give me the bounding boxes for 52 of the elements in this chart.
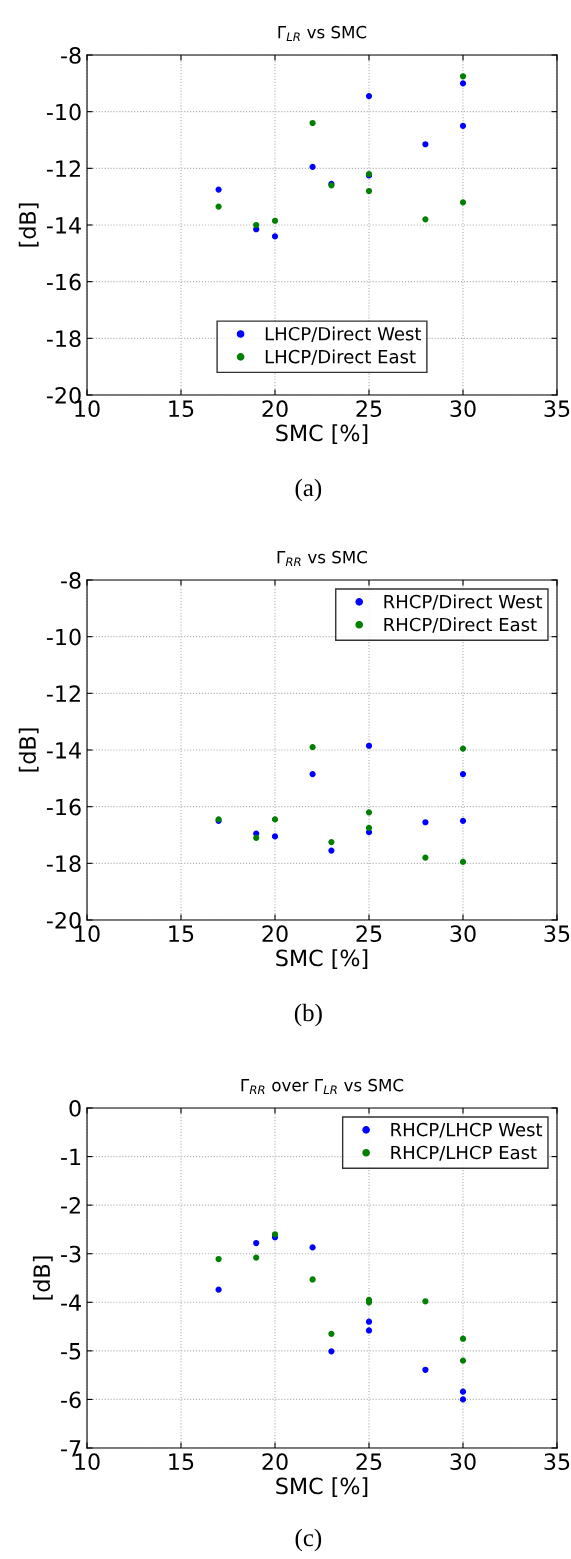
legend-label: LHCP/Direct East xyxy=(265,349,416,365)
y-tick-label: -2 xyxy=(61,1197,80,1214)
y-tick-label: -10 xyxy=(46,103,81,121)
y-tick-label: -4 xyxy=(61,1294,81,1311)
y-tick-label: -8 xyxy=(61,571,81,589)
x-tick-label: 30 xyxy=(450,1453,476,1471)
x-axis-title: SMC [%] xyxy=(276,424,368,444)
x-axis-title: SMC [%] xyxy=(276,949,368,969)
x-tick-label: 35 xyxy=(544,1453,570,1471)
text: (a) xyxy=(295,478,322,502)
y-tick-label: -1 xyxy=(61,1148,81,1166)
y-tick-label: -12 xyxy=(46,160,80,177)
legend-label: RHCP/Direct East xyxy=(384,617,537,633)
x-tick-label: 25 xyxy=(356,925,382,943)
legend-label: LHCP/Direct West xyxy=(265,326,422,342)
chart-title: Γ$_{RR}$ vs SMC xyxy=(277,550,367,566)
x-tick-label: 15 xyxy=(169,925,194,943)
chart-title: Γ$_{LR}$ vs SMC xyxy=(278,25,367,41)
x-tick-label: 20 xyxy=(262,1453,288,1471)
x-tick-label: 35 xyxy=(544,925,570,943)
x-tick-label: 30 xyxy=(450,400,476,418)
x-tick-label: 30 xyxy=(450,925,476,943)
y-axis-title: [dB] xyxy=(18,728,39,772)
y-tick-label: -16 xyxy=(46,273,81,291)
y-axis-title: [dB] xyxy=(18,203,39,247)
x-tick-label: 20 xyxy=(262,925,288,943)
y-axis-title: [dB] xyxy=(32,1256,53,1300)
x-axis-title: SMC [%] xyxy=(276,1477,368,1497)
y-tick-label: 0 xyxy=(69,1099,81,1117)
y-tick-label: -3 xyxy=(61,1245,81,1263)
y-tick-label: -14 xyxy=(46,742,81,759)
legend-label: RHCP/LHCP East xyxy=(391,1145,537,1161)
y-tick-label: -16 xyxy=(46,798,81,816)
y-tick-label: -10 xyxy=(46,628,81,646)
chart-title: Γ$_{RR}$ over Γ$_{LR}$ vs SMC xyxy=(241,1078,404,1094)
text: (b) xyxy=(294,1003,322,1027)
y-tick-label: -5 xyxy=(61,1343,81,1360)
y-tick-label: -18 xyxy=(46,855,81,873)
x-tick-label: 25 xyxy=(356,1453,382,1471)
y-tick-label: -12 xyxy=(46,685,80,702)
x-tick-label: 20 xyxy=(262,400,288,418)
y-tick-label: -18 xyxy=(46,330,81,348)
y-tick-label: -6 xyxy=(61,1391,81,1409)
x-tick-label: 25 xyxy=(356,400,382,418)
legend-label: RHCP/LHCP West xyxy=(391,1122,543,1138)
x-tick-label: 15 xyxy=(169,1453,194,1471)
legend-label: RHCP/Direct West xyxy=(384,594,543,610)
x-tick-label: 35 xyxy=(544,400,570,418)
text: (c) xyxy=(295,1528,322,1552)
x-tick-label: 15 xyxy=(169,400,194,418)
y-tick-label: -8 xyxy=(61,46,81,64)
y-tick-label: -14 xyxy=(46,217,81,234)
